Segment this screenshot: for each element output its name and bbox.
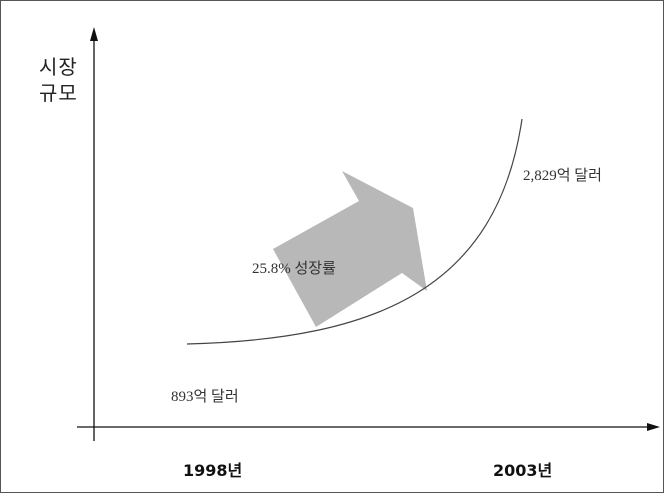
x-axis-arrowhead [647, 423, 660, 431]
data-label-end: 2,829억 달러 [523, 168, 602, 184]
series-line [186, 118, 523, 345]
data-label-start: 893억 달러 [171, 389, 239, 405]
y-axis-label-line-2: 규모 [39, 81, 78, 105]
y-axis-label-line-1: 시장 [39, 55, 78, 79]
growth-arrow [273, 171, 427, 327]
growth-annotation: 25.8% 성장률 [252, 261, 336, 277]
x-tick-label-1998: 1998년 [183, 461, 243, 480]
y-axis-arrowhead [90, 27, 98, 41]
x-tick-label-2003: 2003년 [493, 461, 553, 480]
